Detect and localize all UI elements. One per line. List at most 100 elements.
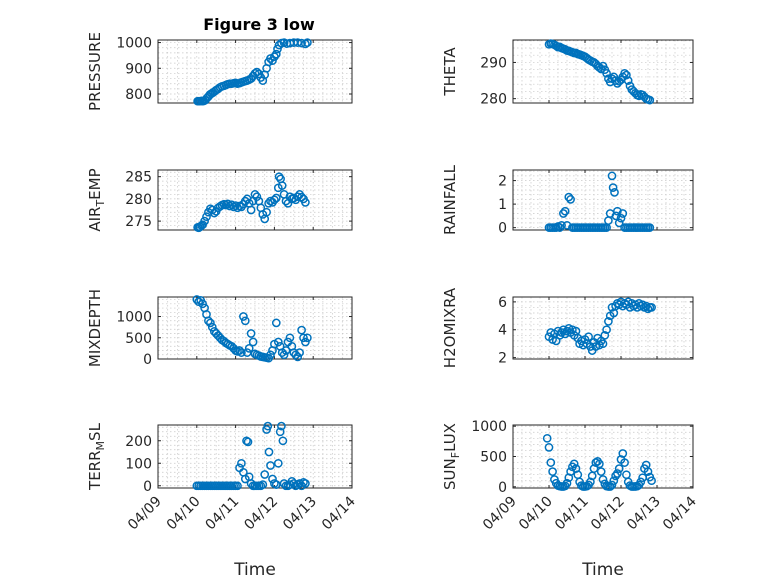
- data-point: [239, 312, 248, 321]
- y-tick-label: 0: [143, 352, 152, 368]
- data-point: [221, 200, 231, 210]
- y-axis-label: PRESSURE: [86, 32, 104, 111]
- data-point: [273, 337, 283, 347]
- data-point: [598, 339, 608, 349]
- data-point: [225, 201, 235, 211]
- data-point: [281, 346, 291, 355]
- data-point: [246, 205, 256, 215]
- data-point: [264, 447, 274, 457]
- data-point: [250, 190, 260, 199]
- data-point: [192, 295, 202, 304]
- data-point: [275, 427, 285, 437]
- data-point: [609, 476, 619, 486]
- y-tick-label: 2: [498, 174, 507, 190]
- data-point: [586, 477, 595, 487]
- data-point: [602, 68, 611, 78]
- figure-title: Figure 3 low: [203, 15, 315, 34]
- data-point: [277, 421, 286, 431]
- axis-box: [512, 296, 694, 360]
- data-point: [303, 333, 312, 343]
- axis-box: [157, 169, 353, 231]
- data-point: [242, 348, 252, 357]
- plot-area: [158, 297, 352, 359]
- y-axis-label: THETA: [441, 47, 459, 97]
- plot-area: [513, 170, 693, 230]
- data-point: [551, 41, 561, 51]
- axis-box: [512, 39, 694, 104]
- data-point: [243, 437, 253, 447]
- data-point: [303, 38, 312, 47]
- y-tick-label: 500: [125, 331, 152, 347]
- series-markers: [192, 421, 310, 491]
- data-point: [559, 209, 568, 218]
- panel-pressure: 800 900 1000 PRESSURE: [86, 32, 353, 111]
- data-point: [202, 212, 211, 222]
- data-point: [204, 316, 213, 326]
- x-axis-label: Time: [581, 560, 624, 580]
- y-axis-label: RAINFALL: [441, 164, 459, 235]
- y-tick-label: 100: [125, 456, 152, 472]
- y-tick-label: 1: [498, 197, 507, 213]
- data-point: [273, 44, 282, 54]
- data-point: [604, 317, 613, 326]
- data-point: [244, 344, 254, 353]
- data-point: [584, 332, 593, 342]
- data-point: [297, 325, 306, 335]
- data-point: [301, 337, 310, 347]
- data-point: [610, 188, 619, 197]
- data-point: [246, 329, 256, 338]
- data-point: [616, 213, 626, 223]
- data-point: [613, 206, 622, 216]
- data-point: [274, 40, 284, 50]
- axis-box: [157, 296, 353, 360]
- data-point: [262, 207, 271, 217]
- panel-theta: 280 290 THETA: [441, 39, 694, 108]
- data-point: [237, 348, 246, 357]
- y-axis-label: H2OMIXRA: [441, 287, 459, 368]
- data-point: [548, 467, 557, 476]
- data-point: [278, 436, 288, 446]
- data-point: [562, 478, 572, 488]
- data-point: [233, 481, 242, 491]
- data-point: [258, 76, 268, 85]
- data-point: [623, 76, 633, 85]
- data-point: [620, 68, 629, 78]
- data-point: [645, 95, 655, 105]
- y-tick-label: 6: [498, 295, 507, 311]
- series-markers: [542, 433, 656, 491]
- data-point: [611, 471, 620, 481]
- data-point: [252, 192, 262, 202]
- data-point: [285, 333, 295, 343]
- y-tick-label: 1000: [471, 419, 507, 435]
- data-point: [643, 467, 653, 476]
- data-point: [607, 480, 617, 490]
- series-markers: [544, 297, 656, 355]
- data-point: [613, 469, 622, 478]
- data-point: [557, 220, 566, 230]
- data-point: [301, 479, 310, 488]
- data-point: [618, 449, 628, 458]
- data-point: [271, 49, 281, 59]
- axis-box: [157, 424, 353, 489]
- data-point: [608, 183, 618, 192]
- data-point: [235, 346, 244, 355]
- data-point: [297, 38, 306, 48]
- panel-rainfall: 0 1 2 RAINFALL: [441, 164, 694, 237]
- y-tick-label: 800: [125, 87, 152, 103]
- data-point: [242, 436, 251, 446]
- y-tick-label: 280: [125, 192, 152, 208]
- data-point: [273, 458, 283, 468]
- y-tick-label: 0: [498, 221, 507, 237]
- data-point: [647, 303, 656, 312]
- y-tick-label: 290: [480, 55, 507, 71]
- data-point: [634, 91, 644, 101]
- data-point: [266, 350, 275, 360]
- data-point: [589, 464, 599, 473]
- data-point: [237, 458, 246, 468]
- data-point: [198, 299, 207, 309]
- y-tick-label: 0: [498, 480, 507, 496]
- x-axis-label: Time: [233, 560, 276, 580]
- data-point: [569, 459, 579, 469]
- data-point: [207, 322, 217, 332]
